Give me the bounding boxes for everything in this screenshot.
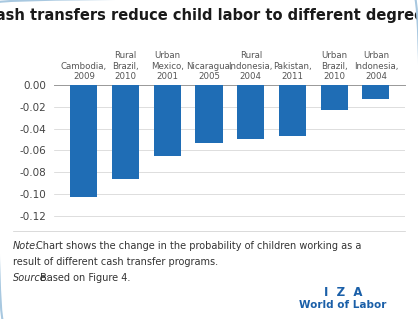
Bar	[70, 85, 97, 197]
Text: result of different cash transfer programs.: result of different cash transfer progra…	[13, 257, 218, 267]
Bar	[362, 85, 390, 100]
Bar	[237, 85, 264, 138]
Text: World of Labor: World of Labor	[299, 300, 387, 310]
Text: Urban
Brazil,
2010: Urban Brazil, 2010	[321, 51, 347, 81]
Text: Source:: Source:	[13, 273, 50, 283]
Text: Note:: Note:	[13, 241, 39, 251]
Bar	[196, 85, 223, 143]
Text: Urban
Mexico,
2001: Urban Mexico, 2001	[151, 51, 184, 81]
Text: Chart shows the change in the probability of children working as a: Chart shows the change in the probabilit…	[36, 241, 361, 251]
Bar	[321, 85, 348, 110]
Text: Rural
Brazil,
2010: Rural Brazil, 2010	[112, 51, 139, 81]
Text: Urban
Indonesia,
2004: Urban Indonesia, 2004	[354, 51, 398, 81]
Text: Nicaragua,
2005: Nicaragua, 2005	[186, 62, 232, 81]
Bar	[154, 85, 181, 156]
Text: Cash transfers reduce child labor to different degrees: Cash transfers reduce child labor to dif…	[0, 8, 418, 23]
Text: Pakistan,
2011: Pakistan, 2011	[273, 62, 312, 81]
Text: Cambodia,
2009: Cambodia, 2009	[61, 62, 107, 81]
Text: Rural
Indonesia,
2004: Rural Indonesia, 2004	[229, 51, 273, 81]
Bar	[279, 85, 306, 136]
Text: I  Z  A: I Z A	[324, 286, 362, 299]
Bar	[112, 85, 139, 179]
Text: Based on Figure 4.: Based on Figure 4.	[40, 273, 130, 283]
